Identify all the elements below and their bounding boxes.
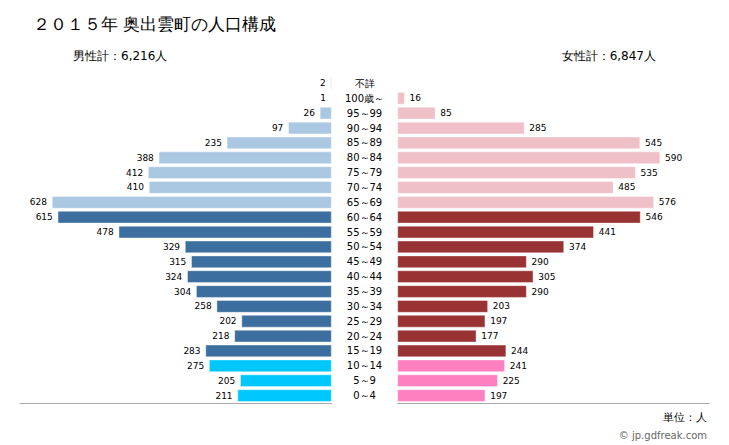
svg-text:290: 290 bbox=[532, 287, 549, 297]
svg-text:15～19: 15～19 bbox=[347, 345, 382, 356]
svg-text:女性計：6,847人: 女性計：6,847人 bbox=[562, 49, 656, 63]
svg-text:590: 590 bbox=[665, 153, 682, 163]
svg-text:225: 225 bbox=[503, 376, 520, 386]
svg-text:75～79: 75～79 bbox=[347, 167, 382, 178]
svg-text:197: 197 bbox=[490, 391, 507, 401]
svg-text:40～44: 40～44 bbox=[347, 271, 382, 282]
svg-text:535: 535 bbox=[641, 168, 658, 178]
svg-text:258: 258 bbox=[195, 301, 212, 311]
svg-text:478: 478 bbox=[97, 227, 114, 237]
svg-text:85～89: 85～89 bbox=[347, 137, 382, 148]
svg-text:628: 628 bbox=[30, 197, 47, 207]
svg-text:412: 412 bbox=[126, 168, 143, 178]
svg-text:25～29: 25～29 bbox=[347, 316, 382, 327]
svg-text:374: 374 bbox=[569, 242, 586, 252]
svg-text:410: 410 bbox=[127, 182, 144, 192]
svg-text:545: 545 bbox=[645, 138, 662, 148]
svg-text:35～39: 35～39 bbox=[347, 286, 382, 297]
svg-text:1: 1 bbox=[320, 93, 326, 103]
svg-text:615: 615 bbox=[36, 212, 53, 222]
svg-text:55～59: 55～59 bbox=[347, 227, 382, 238]
svg-text:100歳～: 100歳～ bbox=[345, 93, 384, 104]
svg-text:60～64: 60～64 bbox=[347, 212, 382, 223]
svg-text:205: 205 bbox=[218, 376, 235, 386]
svg-text:単位：人: 単位：人 bbox=[663, 411, 707, 424]
svg-text:285: 285 bbox=[529, 123, 546, 133]
svg-text:16: 16 bbox=[410, 93, 422, 103]
svg-text:5～9: 5～9 bbox=[353, 375, 376, 386]
svg-text:197: 197 bbox=[490, 316, 507, 326]
svg-text:65～69: 65～69 bbox=[347, 197, 382, 208]
svg-text:202: 202 bbox=[219, 316, 236, 326]
svg-text:235: 235 bbox=[205, 138, 222, 148]
svg-text:2: 2 bbox=[320, 78, 326, 88]
svg-text:２０１５年 奥出雲町の人口構成: ２０１５年 奥出雲町の人口構成 bbox=[33, 14, 276, 34]
svg-text:30～34: 30～34 bbox=[347, 301, 382, 312]
svg-text:305: 305 bbox=[538, 272, 555, 282]
svg-text:441: 441 bbox=[599, 227, 616, 237]
svg-text:50～54: 50～54 bbox=[347, 241, 382, 252]
svg-text:546: 546 bbox=[645, 212, 662, 222]
svg-text:576: 576 bbox=[659, 197, 676, 207]
svg-text:80～84: 80～84 bbox=[347, 152, 382, 163]
svg-text:241: 241 bbox=[510, 361, 527, 371]
svg-text:283: 283 bbox=[183, 346, 200, 356]
svg-text:304: 304 bbox=[174, 287, 191, 297]
svg-text:© jp.gdfreak.com: © jp.gdfreak.com bbox=[619, 430, 707, 441]
svg-text:男性計：6,216人: 男性計：6,216人 bbox=[73, 49, 167, 63]
svg-text:177: 177 bbox=[481, 331, 498, 341]
svg-text:70～74: 70～74 bbox=[347, 182, 382, 193]
svg-text:20～24: 20～24 bbox=[347, 331, 382, 342]
svg-text:0～4: 0～4 bbox=[353, 390, 376, 401]
svg-text:388: 388 bbox=[137, 153, 154, 163]
svg-text:26: 26 bbox=[303, 108, 315, 118]
svg-text:485: 485 bbox=[618, 182, 635, 192]
svg-text:218: 218 bbox=[212, 331, 229, 341]
svg-text:10～14: 10～14 bbox=[347, 360, 382, 371]
svg-text:324: 324 bbox=[165, 272, 182, 282]
svg-text:275: 275 bbox=[187, 361, 204, 371]
svg-text:315: 315 bbox=[169, 257, 186, 267]
svg-text:244: 244 bbox=[511, 346, 528, 356]
svg-text:90～94: 90～94 bbox=[347, 123, 382, 134]
svg-text:不詳: 不詳 bbox=[355, 78, 375, 89]
svg-text:97: 97 bbox=[272, 123, 283, 133]
svg-text:95～99: 95～99 bbox=[347, 108, 382, 119]
svg-text:211: 211 bbox=[215, 391, 232, 401]
svg-text:45～49: 45～49 bbox=[347, 256, 382, 267]
svg-text:329: 329 bbox=[163, 242, 180, 252]
svg-text:203: 203 bbox=[493, 301, 510, 311]
svg-text:290: 290 bbox=[532, 257, 549, 267]
svg-text:85: 85 bbox=[440, 108, 451, 118]
